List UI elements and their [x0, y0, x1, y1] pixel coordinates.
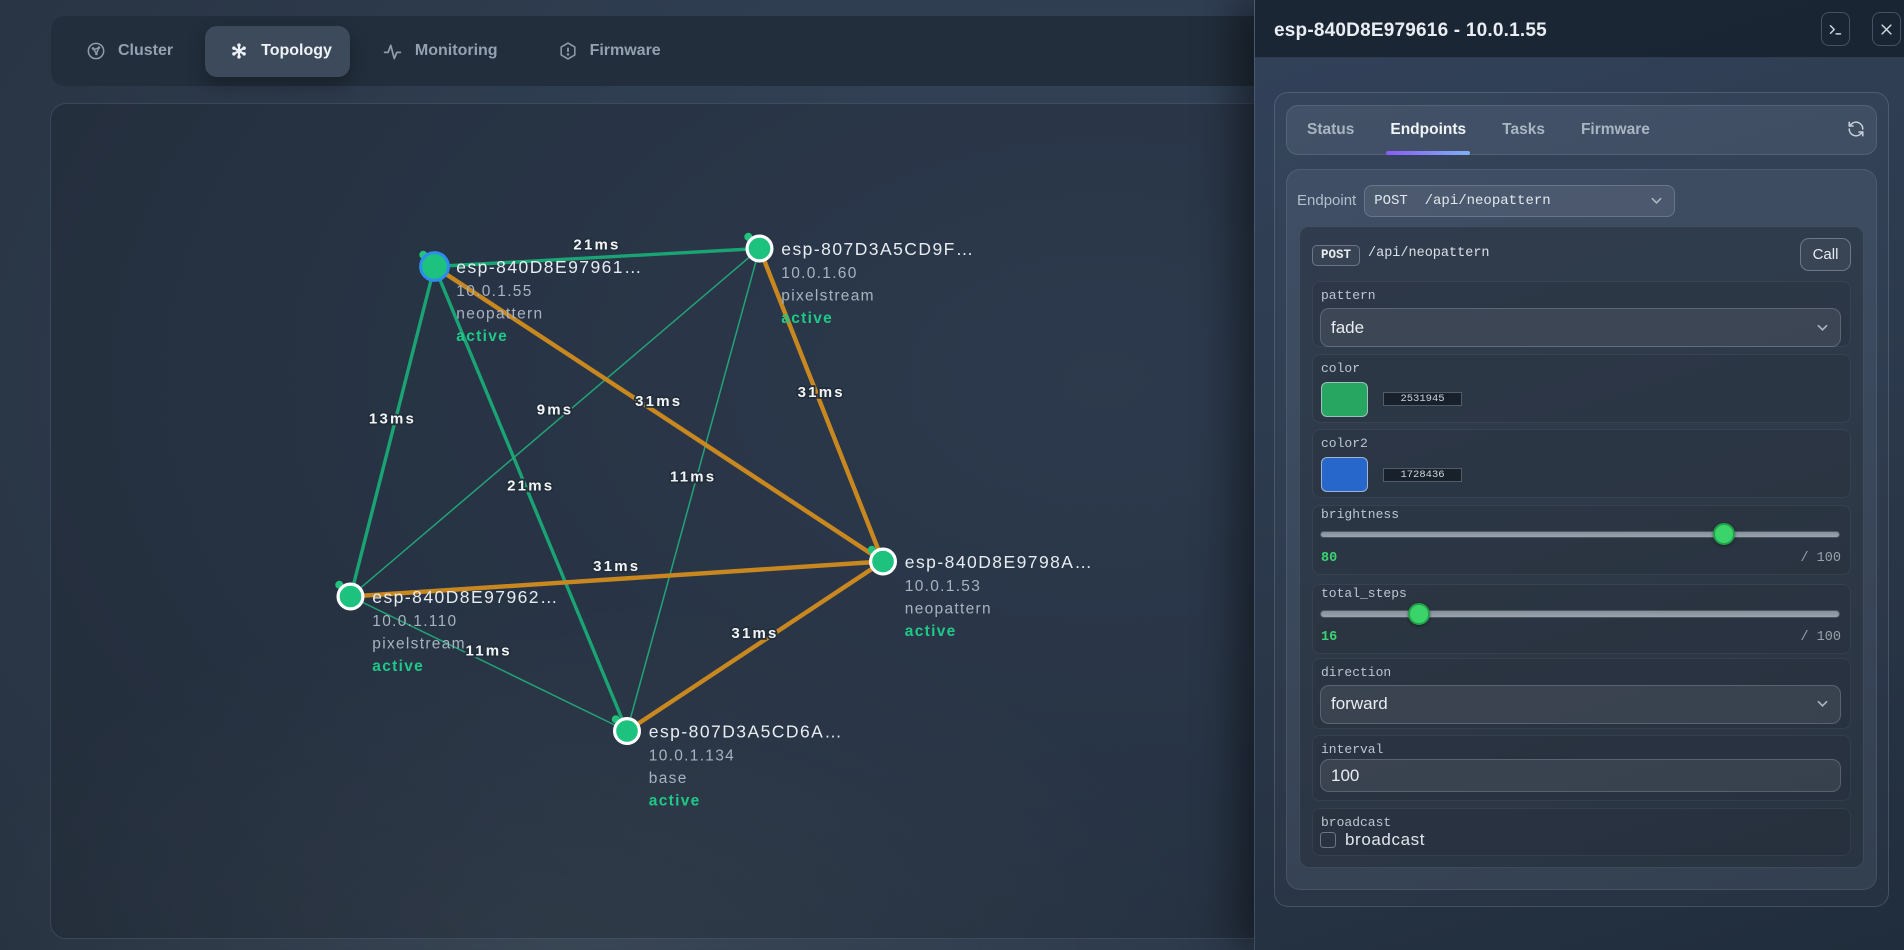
svg-text:10.0.1.110: 10.0.1.110: [372, 613, 457, 630]
svg-text:active: active: [372, 658, 424, 675]
svg-text:esp-807D3A5CD9F…: esp-807D3A5CD9F…: [781, 239, 974, 259]
svg-text:10.0.1.55: 10.0.1.55: [456, 283, 532, 300]
svg-text:31ms: 31ms: [731, 625, 778, 642]
svg-text:10.0.1.53: 10.0.1.53: [905, 578, 981, 595]
svg-text:neopattern: neopattern: [456, 306, 543, 323]
svg-text:21ms: 21ms: [507, 478, 554, 495]
svg-text:esp-807D3A5CD6A…: esp-807D3A5CD6A…: [649, 722, 843, 742]
svg-text:11ms: 11ms: [670, 469, 716, 486]
svg-text:31ms: 31ms: [635, 393, 682, 410]
svg-text:active: active: [649, 793, 701, 810]
svg-text:esp-840D8E97961…: esp-840D8E97961…: [456, 257, 643, 277]
svg-text:active: active: [781, 310, 833, 327]
svg-text:31ms: 31ms: [593, 558, 640, 575]
svg-text:active: active: [905, 623, 957, 640]
svg-text:pixelstream: pixelstream: [781, 288, 875, 305]
svg-text:neopattern: neopattern: [905, 601, 992, 618]
svg-text:base: base: [649, 770, 688, 787]
svg-text:21ms: 21ms: [573, 237, 620, 254]
svg-text:31ms: 31ms: [798, 384, 845, 401]
svg-text:active: active: [456, 328, 508, 345]
svg-text:10.0.1.60: 10.0.1.60: [781, 265, 857, 282]
svg-text:11ms: 11ms: [466, 643, 512, 660]
svg-text:pixelstream: pixelstream: [372, 636, 466, 653]
svg-text:13ms: 13ms: [369, 411, 416, 428]
svg-text:9ms: 9ms: [537, 402, 574, 419]
svg-text:esp-840D8E97962…: esp-840D8E97962…: [372, 587, 559, 607]
svg-text:10.0.1.134: 10.0.1.134: [649, 748, 735, 765]
svg-text:esp-840D8E9798A…: esp-840D8E9798A…: [905, 552, 1094, 572]
